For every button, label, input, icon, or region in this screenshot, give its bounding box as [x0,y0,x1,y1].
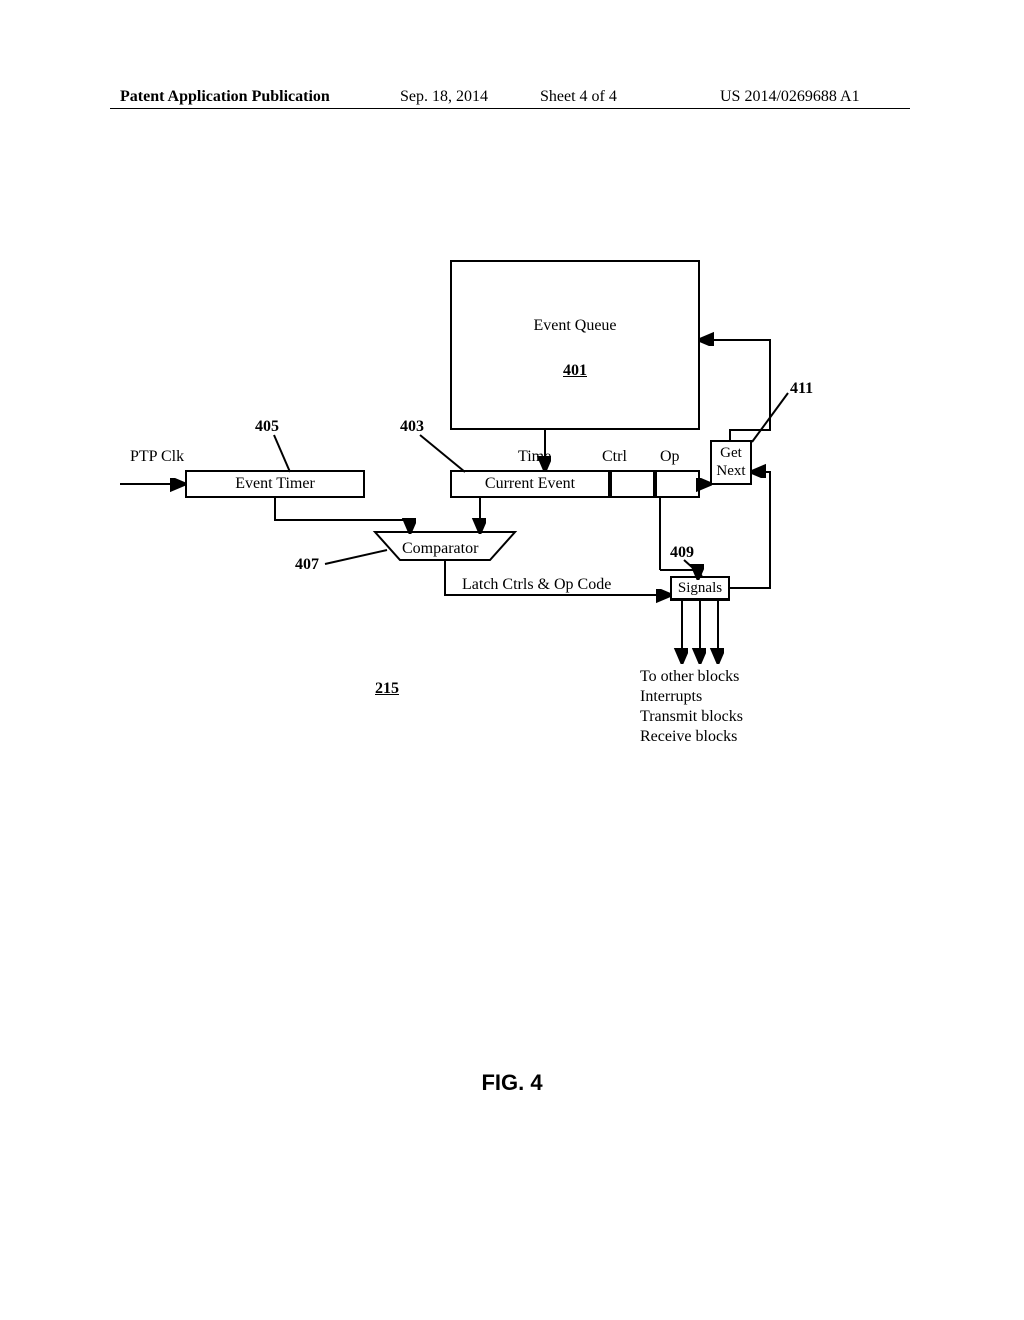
header-sheet: Sheet 4 of 4 [540,88,617,106]
figure-diagram: Event Queue 401 Current Event Time Ctrl … [110,260,910,800]
figure-caption: FIG. 4 [0,1070,1024,1096]
header-date: Sep. 18, 2014 [400,88,488,106]
diagram-wires [110,260,910,800]
header-publication: Patent Application Publication [120,88,330,106]
header-rule [110,108,910,109]
header-docnum: US 2014/0269688 A1 [720,88,860,106]
